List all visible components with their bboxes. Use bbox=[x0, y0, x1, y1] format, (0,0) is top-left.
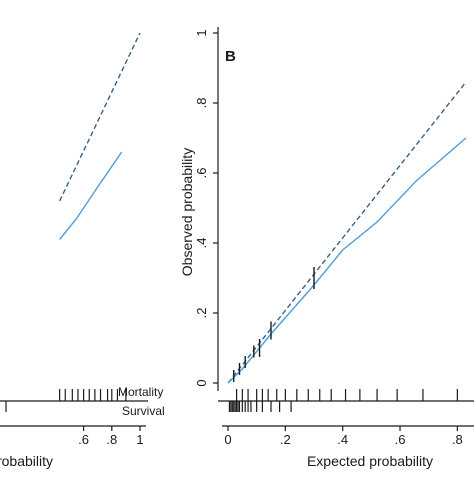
panel-a-series-dashed-line bbox=[58, 32, 141, 202]
panel-a-x-tick-label: .6 bbox=[78, 432, 89, 447]
panel-b-y-axis-title: Observed probability bbox=[179, 148, 195, 276]
panel-b bbox=[213, 27, 474, 431]
panel-a-rug-label-mortality: Mortality bbox=[118, 385, 163, 399]
panel-b-series-solid-line bbox=[227, 137, 467, 384]
panel-b-x-tick-label: .2 bbox=[280, 432, 291, 447]
panel-b-y-tick-label: .6 bbox=[194, 168, 209, 179]
panel-b-y-tick-label: 0 bbox=[194, 379, 209, 386]
panel-b-label: B bbox=[225, 48, 236, 65]
panel-b-y-tick-label: 1 bbox=[194, 29, 209, 36]
panel-b-y-tick-label: .2 bbox=[194, 308, 209, 319]
panel-b-x-tick-label: 0 bbox=[224, 432, 231, 447]
panel-b-x-tick-label: .6 bbox=[395, 432, 406, 447]
panel-a-x-tick-label: .8 bbox=[106, 432, 117, 447]
panel-b-x-tick-label: .4 bbox=[337, 432, 348, 447]
panel-b-x-tick-label: .8 bbox=[452, 432, 463, 447]
panel-a bbox=[0, 32, 148, 431]
panel-a-series-solid-line bbox=[59, 151, 123, 240]
panel-a-rug-label-survival: Survival bbox=[122, 404, 165, 418]
panel-a-x-tick-label: 1 bbox=[136, 432, 143, 447]
panel-b-series-dashed-line bbox=[227, 81, 467, 384]
panel-b-y-tick-label: .8 bbox=[194, 98, 209, 109]
panel-a-x-axis-title: probability bbox=[0, 453, 53, 469]
panel-b-x-axis-title: Expected probability bbox=[307, 453, 433, 469]
panel-b-y-tick-label: .4 bbox=[194, 238, 209, 249]
